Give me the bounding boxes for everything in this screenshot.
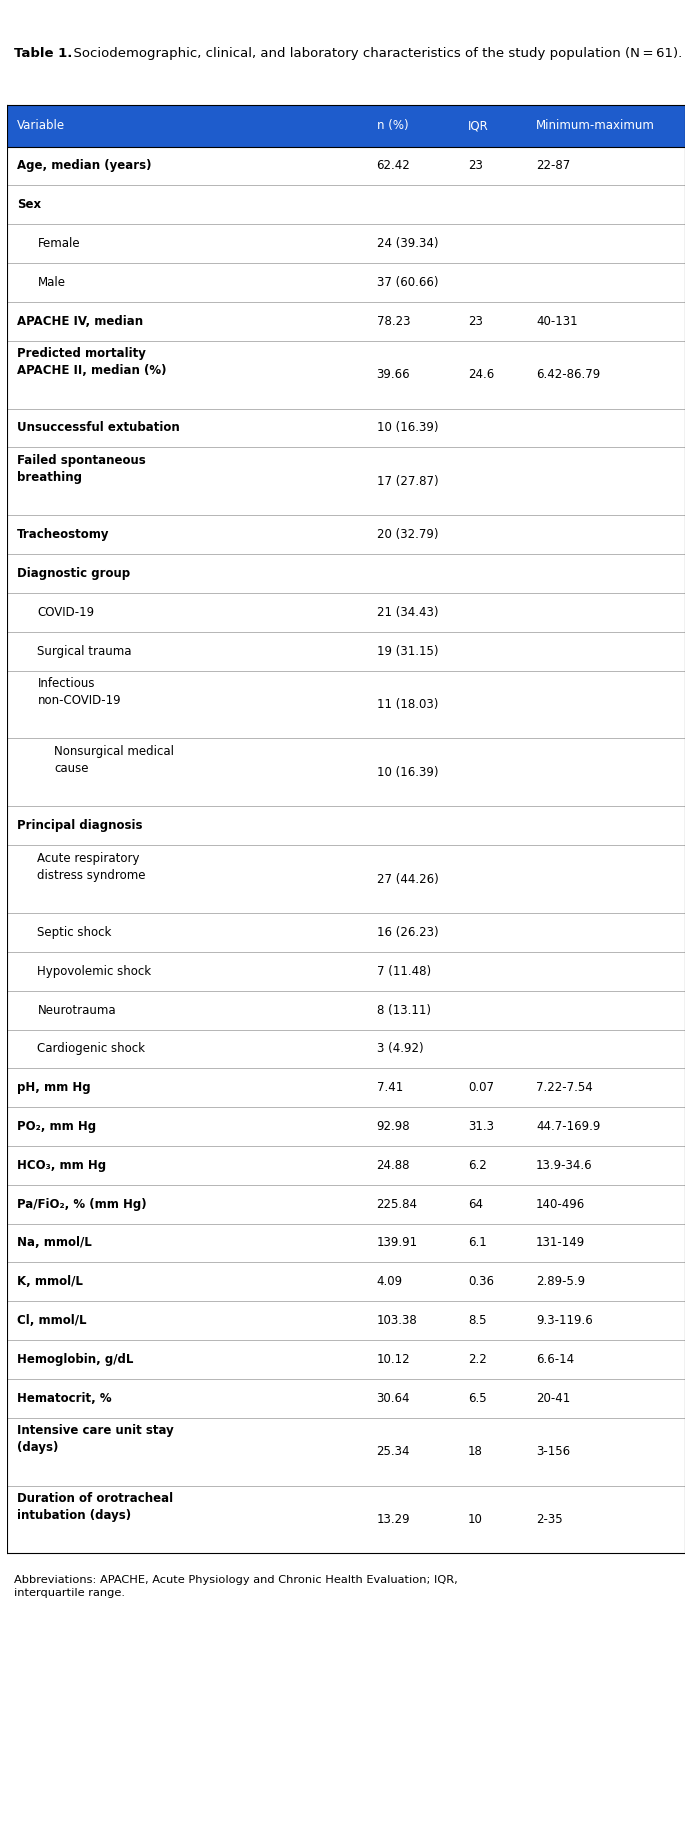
Text: 7.41: 7.41	[376, 1081, 403, 1094]
Text: Predicted mortality
APACHE II, median (%): Predicted mortality APACHE II, median (%…	[17, 348, 167, 378]
Text: 10 (16.39): 10 (16.39)	[376, 766, 438, 779]
Text: 19 (31.15): 19 (31.15)	[376, 645, 438, 658]
Text: 20-41: 20-41	[536, 1393, 570, 1405]
Text: 18: 18	[468, 1446, 483, 1459]
Text: Hypovolemic shock: Hypovolemic shock	[37, 965, 152, 978]
Text: 10: 10	[468, 1512, 483, 1525]
Text: 21 (34.43): 21 (34.43)	[376, 606, 438, 619]
Text: Minimum-maximum: Minimum-maximum	[536, 120, 655, 133]
Text: Cardiogenic shock: Cardiogenic shock	[37, 1043, 145, 1055]
Text: 13.9-34.6: 13.9-34.6	[536, 1159, 592, 1172]
Text: 6.5: 6.5	[468, 1393, 486, 1405]
Text: 64: 64	[468, 1197, 483, 1210]
Text: 4.09: 4.09	[376, 1275, 403, 1288]
Text: 7 (11.48): 7 (11.48)	[376, 965, 430, 978]
Text: 3 (4.92): 3 (4.92)	[376, 1043, 423, 1055]
Text: 2.89-5.9: 2.89-5.9	[536, 1275, 585, 1288]
Text: Tracheostomy: Tracheostomy	[17, 529, 109, 542]
Text: 6.1: 6.1	[468, 1236, 486, 1249]
Text: 27 (44.26): 27 (44.26)	[376, 873, 438, 886]
Text: Table 1.: Table 1.	[14, 48, 72, 61]
Text: 24.88: 24.88	[376, 1159, 410, 1172]
Text: 31.3: 31.3	[468, 1120, 494, 1133]
Text: Surgical trauma: Surgical trauma	[37, 645, 132, 658]
Text: 44.7-169.9: 44.7-169.9	[536, 1120, 600, 1133]
Text: Diagnostic group: Diagnostic group	[17, 567, 130, 580]
Text: 10 (16.39): 10 (16.39)	[376, 422, 438, 435]
Text: 25.34: 25.34	[376, 1446, 410, 1459]
Text: 10.12: 10.12	[376, 1352, 410, 1367]
Text: Sociodemographic, clinical, and laboratory characteristics of the study populati: Sociodemographic, clinical, and laborato…	[64, 48, 682, 61]
Text: Age, median (years): Age, median (years)	[17, 160, 152, 173]
Text: Hemoglobin, g/dL: Hemoglobin, g/dL	[17, 1352, 134, 1367]
Text: 8 (13.11): 8 (13.11)	[376, 1004, 430, 1017]
Text: 23: 23	[468, 160, 483, 173]
Text: APACHE IV, median: APACHE IV, median	[17, 315, 143, 328]
Text: 8.5: 8.5	[468, 1313, 486, 1326]
Text: 3-156: 3-156	[536, 1446, 570, 1459]
Text: HCO₃, mm Hg: HCO₃, mm Hg	[17, 1159, 106, 1172]
Text: Female: Female	[37, 238, 80, 251]
Text: Principal diagnosis: Principal diagnosis	[17, 820, 143, 833]
Text: 0.36: 0.36	[468, 1275, 494, 1288]
Text: Failed spontaneous
breathing: Failed spontaneous breathing	[17, 455, 146, 484]
Text: 92.98: 92.98	[376, 1120, 410, 1133]
Text: Duration of orotracheal
intubation (days): Duration of orotracheal intubation (days…	[17, 1492, 173, 1521]
Text: 103.38: 103.38	[376, 1313, 417, 1326]
Text: Septic shock: Septic shock	[37, 927, 112, 939]
Text: 13.29: 13.29	[376, 1512, 410, 1525]
Text: 6.2: 6.2	[468, 1159, 486, 1172]
Text: 30.64: 30.64	[376, 1393, 410, 1405]
Text: Infectious
non-COVID-19: Infectious non-COVID-19	[37, 678, 121, 707]
Text: 23: 23	[468, 315, 483, 328]
Text: 6.42-86.79: 6.42-86.79	[536, 368, 600, 381]
Text: n (%): n (%)	[376, 120, 408, 133]
Text: 37 (60.66): 37 (60.66)	[376, 276, 438, 289]
Text: 9.3-119.6: 9.3-119.6	[536, 1313, 592, 1326]
Text: Male: Male	[37, 276, 66, 289]
Text: 139.91: 139.91	[376, 1236, 418, 1249]
Text: 39.66: 39.66	[376, 368, 410, 381]
Text: 20 (32.79): 20 (32.79)	[376, 529, 438, 542]
Text: 2-35: 2-35	[536, 1512, 563, 1525]
Text: Neurotrauma: Neurotrauma	[37, 1004, 116, 1017]
Text: 0.07: 0.07	[468, 1081, 494, 1094]
Text: 7.22-7.54: 7.22-7.54	[536, 1081, 592, 1094]
Text: COVID-19: COVID-19	[37, 606, 95, 619]
Text: Na, mmol/L: Na, mmol/L	[17, 1236, 92, 1249]
Text: Nonsurgical medical
cause: Nonsurgical medical cause	[55, 746, 174, 775]
Text: 24 (39.34): 24 (39.34)	[376, 238, 438, 251]
Text: 131-149: 131-149	[536, 1236, 585, 1249]
Text: Hematocrit, %: Hematocrit, %	[17, 1393, 111, 1405]
Text: Unsuccessful extubation: Unsuccessful extubation	[17, 422, 180, 435]
Text: 62.42: 62.42	[376, 160, 410, 173]
Text: pH, mm Hg: pH, mm Hg	[17, 1081, 91, 1094]
Text: Sex: Sex	[17, 199, 42, 212]
Text: Acute respiratory
distress syndrome: Acute respiratory distress syndrome	[37, 853, 146, 882]
Text: 22-87: 22-87	[536, 160, 570, 173]
Text: PO₂, mm Hg: PO₂, mm Hg	[17, 1120, 96, 1133]
Text: 40-131: 40-131	[536, 315, 578, 328]
Text: Intensive care unit stay
(days): Intensive care unit stay (days)	[17, 1424, 174, 1455]
Text: Abbreviations: APACHE, Acute Physiology and Chronic Health Evaluation; IQR,
inte: Abbreviations: APACHE, Acute Physiology …	[14, 1575, 457, 1599]
Text: 140-496: 140-496	[536, 1197, 585, 1210]
Text: 6.6-14: 6.6-14	[536, 1352, 574, 1367]
Text: 2.2: 2.2	[468, 1352, 486, 1367]
Text: IQR: IQR	[468, 120, 489, 133]
Text: 24.6: 24.6	[468, 368, 494, 381]
Text: 11 (18.03): 11 (18.03)	[376, 698, 438, 711]
Text: 17 (27.87): 17 (27.87)	[376, 475, 438, 488]
Text: Variable: Variable	[17, 120, 65, 133]
Text: 78.23: 78.23	[376, 315, 410, 328]
Text: 225.84: 225.84	[376, 1197, 417, 1210]
Text: Cl, mmol/L: Cl, mmol/L	[17, 1313, 86, 1326]
Text: 16 (26.23): 16 (26.23)	[376, 927, 438, 939]
Bar	[7, 105, 685, 147]
Text: K, mmol/L: K, mmol/L	[17, 1275, 83, 1288]
Text: Pa/FiO₂, % (mm Hg): Pa/FiO₂, % (mm Hg)	[17, 1197, 147, 1210]
